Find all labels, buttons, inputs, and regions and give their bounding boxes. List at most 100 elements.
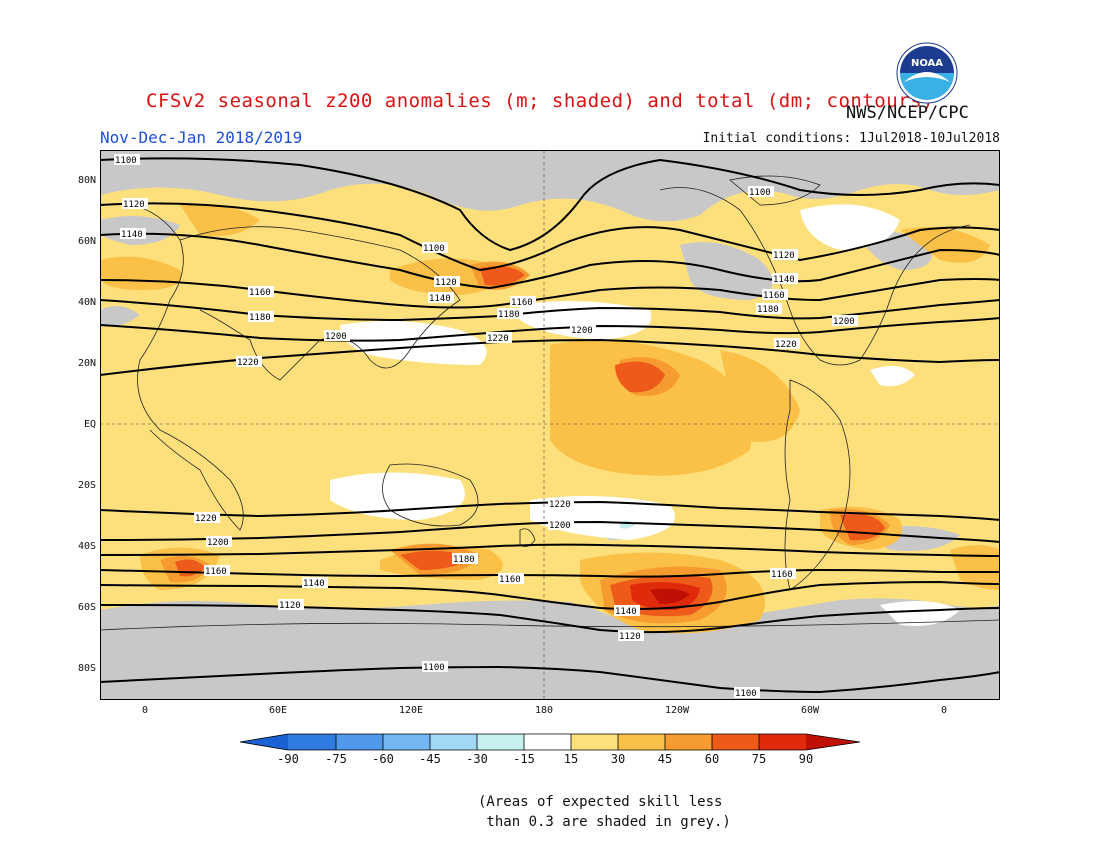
- coast-namerica: [659, 187, 971, 366]
- coast-africa: [129, 204, 244, 531]
- contour-1160-north: [99, 278, 1001, 309]
- coast-samerica: [784, 379, 851, 591]
- contour-label: 1120: [123, 200, 145, 210]
- colorbar-label: -75: [325, 752, 347, 766]
- contour-label: 1220: [487, 334, 509, 344]
- contour-labels: 1100 1120 1140 1160 1180 1200 1220 1100 …: [114, 154, 858, 699]
- anomaly-map: 1100 1120 1140 1160 1180 1200 1220 1100 …: [99, 150, 1001, 700]
- contour-label: 1180: [453, 555, 475, 565]
- contour-label: 1160: [249, 288, 271, 298]
- contour-1220-south: [99, 500, 1001, 521]
- agency-label: NWS/NCEP/CPC: [846, 103, 969, 123]
- lat-label-20n: 20N: [77, 358, 96, 369]
- contour-1200-south: [99, 520, 1001, 543]
- lon-label-60w: 60W: [800, 705, 820, 716]
- contour-1180-south: [99, 543, 1001, 557]
- lat-label-40s: 40S: [77, 541, 96, 552]
- colorbar-swatch: [430, 734, 477, 750]
- colorbar-swatch: [288, 734, 336, 750]
- map-canvas: 1100 1120 1140 1160 1180 1200 1220 1100 …: [99, 150, 1001, 700]
- lat-label-80n: 80N: [77, 175, 96, 186]
- height-contours: [99, 157, 1001, 694]
- lon-label-60e: 60E: [268, 705, 288, 716]
- lat-label-60n: 60N: [77, 236, 96, 247]
- colorbar-swatch: [571, 734, 618, 750]
- contour-1180-north: [99, 299, 1001, 322]
- colorbar-label: -90: [277, 752, 299, 766]
- colorbar-swatch: [712, 734, 759, 750]
- colorbar-label: -60: [372, 752, 394, 766]
- noaa-logo: NOAA: [896, 42, 958, 104]
- contour-label: 1220: [237, 358, 259, 368]
- lon-label-120w: 120W: [664, 705, 690, 716]
- contour-1120-north: [99, 202, 1001, 272]
- colorbar-arrow-high: [806, 734, 860, 750]
- coastlines: [99, 175, 1001, 631]
- colorbar-swatch: [524, 734, 571, 750]
- grey-skill-north: [100, 150, 1000, 222]
- contour-label: 1200: [549, 521, 571, 531]
- colorbar-swatch: [665, 734, 712, 750]
- contour-label: 1160: [499, 575, 521, 585]
- colorbar-swatch: [477, 734, 524, 750]
- anomaly-60-75-japan: [480, 266, 525, 286]
- contour-1100-north: [99, 157, 1001, 252]
- colorbar-label: 15: [563, 752, 579, 766]
- contour-label: 1100: [749, 188, 771, 198]
- contour-label: 1160: [511, 298, 533, 308]
- colorbar-label: 30: [610, 752, 626, 766]
- skill-note: (Areas of expected skill less than 0.3 a…: [478, 794, 731, 830]
- anomaly-neutral-southatl: [880, 601, 960, 626]
- contour-label: 1200: [571, 326, 593, 336]
- colorbar-label: -45: [419, 752, 441, 766]
- contour-label: 1120: [279, 601, 301, 611]
- colorbar-arrow-low: [240, 734, 288, 750]
- anomaly-orange-eastpac: [720, 350, 800, 442]
- forecast-period: Nov-Dec-Jan 2018/2019: [100, 128, 303, 147]
- contour-label: 1180: [498, 310, 520, 320]
- contour-label: 1120: [773, 251, 795, 261]
- colorbar-label: 90: [798, 752, 814, 766]
- contour-label: 1100: [423, 663, 445, 673]
- lon-label-180: 180: [534, 705, 554, 716]
- contour-label: 1100: [423, 244, 445, 254]
- coast-antarctica: [99, 619, 1001, 631]
- contour-label: 1140: [303, 579, 325, 589]
- contour-label: 1120: [435, 278, 457, 288]
- noaa-logo-text: NOAA: [911, 58, 943, 69]
- contour-label: 1100: [735, 689, 757, 699]
- grey-skill-westmed: [100, 306, 140, 327]
- lon-label-120e: 120E: [398, 705, 424, 716]
- contour-label: 1180: [757, 305, 779, 315]
- contour-label: 1140: [429, 294, 451, 304]
- anomaly-orange-eastcanada: [900, 227, 990, 263]
- colorbar-swatch: [759, 734, 806, 750]
- colorbar: [240, 733, 860, 751]
- map-frame: [100, 150, 1000, 700]
- anomaly-neutral-canada: [800, 204, 900, 250]
- contour-label: 1160: [771, 570, 793, 580]
- anomaly-neutral-westpac: [340, 321, 487, 365]
- lat-label-eq: EQ: [83, 419, 96, 430]
- colorbar-label: -30: [466, 752, 488, 766]
- lat-label-80s: 80S: [77, 663, 96, 674]
- contour-label: 1200: [325, 332, 347, 342]
- contour-1160-south: [99, 568, 1000, 578]
- contour-label: 1100: [115, 156, 137, 166]
- contour-1120-south: [99, 604, 1001, 634]
- lat-label-60s: 60S: [77, 602, 96, 613]
- anomaly-90-plus-southpac: [650, 588, 690, 604]
- contour-label: 1200: [207, 538, 229, 548]
- colorbar-swatch: [336, 734, 383, 750]
- colorbar-label: 75: [751, 752, 767, 766]
- coast-greenland: [729, 175, 821, 206]
- contour-label: 1180: [249, 313, 271, 323]
- contour-1140-north: [99, 232, 1001, 290]
- contour-label: 1140: [615, 607, 637, 617]
- contour-label: 1220: [195, 514, 217, 524]
- contour-label: 1220: [775, 340, 797, 350]
- anomaly-orange-tropical-pacific: [550, 340, 752, 476]
- colorbar-label: -15: [513, 752, 535, 766]
- contour-1220-north: [99, 338, 1001, 376]
- anomaly-60-75-tropical: [615, 361, 665, 393]
